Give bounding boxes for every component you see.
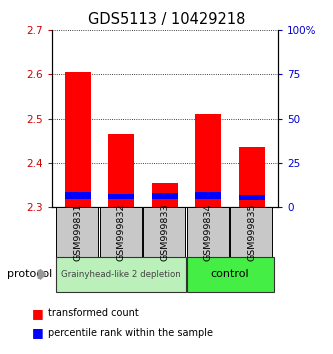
Text: protocol: protocol <box>7 269 52 279</box>
Bar <box>152 183 178 207</box>
Bar <box>195 193 221 199</box>
Text: GSM999835: GSM999835 <box>247 203 256 261</box>
Text: percentile rank within the sample: percentile rank within the sample <box>48 328 213 338</box>
Bar <box>108 134 134 207</box>
Text: GSM999833: GSM999833 <box>160 203 169 261</box>
Text: GSM999831: GSM999831 <box>73 203 82 261</box>
Bar <box>239 147 265 207</box>
Text: GSM999834: GSM999834 <box>204 203 213 261</box>
Bar <box>65 72 91 207</box>
Bar <box>239 195 265 200</box>
Text: transformed count: transformed count <box>48 308 139 318</box>
Text: Grainyhead-like 2 depletion: Grainyhead-like 2 depletion <box>61 270 181 279</box>
Text: ■: ■ <box>32 307 43 320</box>
Text: GSM999832: GSM999832 <box>117 203 126 261</box>
Text: GDS5113 / 10429218: GDS5113 / 10429218 <box>88 12 245 27</box>
Text: control: control <box>211 269 249 279</box>
Bar <box>108 194 134 199</box>
Text: ■: ■ <box>32 326 43 339</box>
Bar <box>65 192 91 199</box>
Bar <box>152 193 178 199</box>
Bar <box>195 114 221 207</box>
